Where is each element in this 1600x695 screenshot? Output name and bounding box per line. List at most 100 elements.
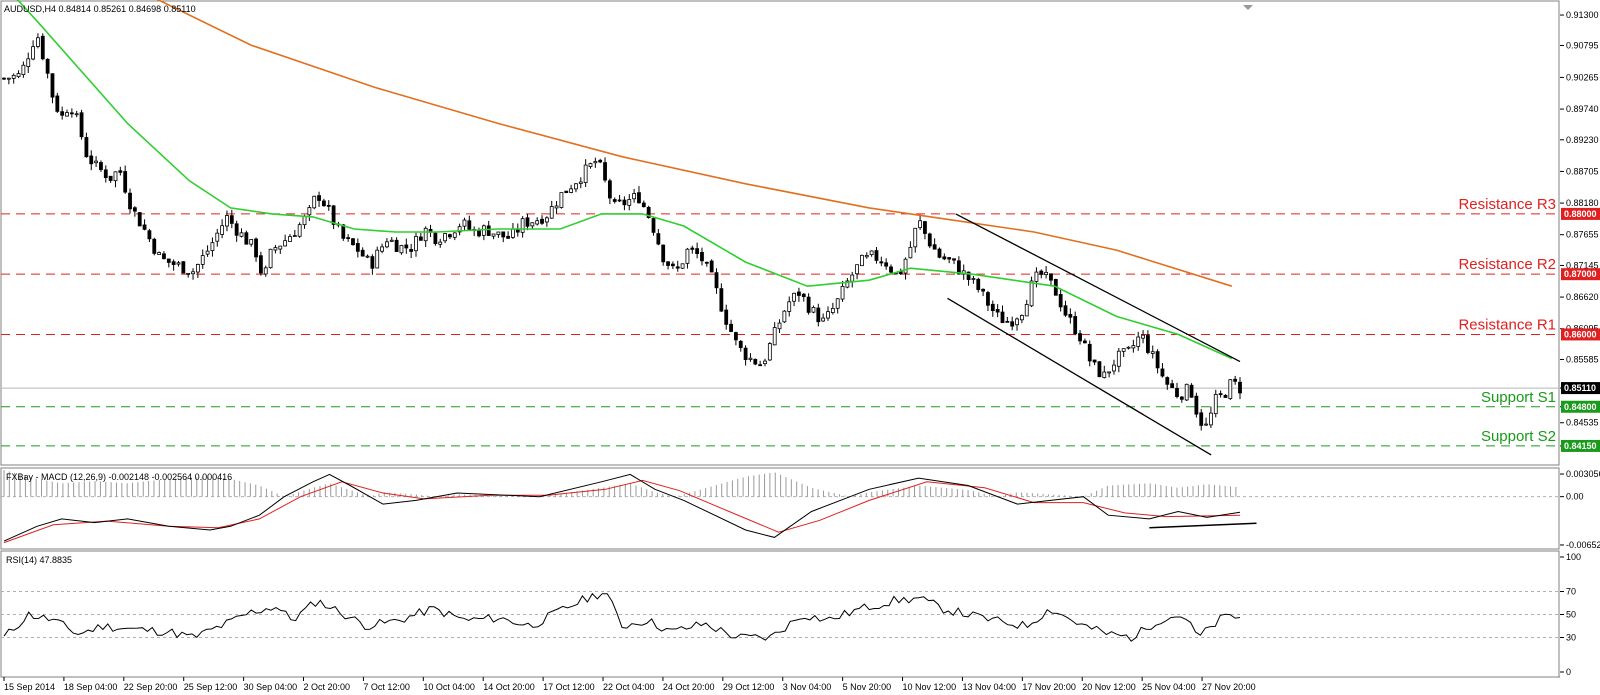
candle-body (627, 199, 632, 206)
candle-body (598, 159, 603, 163)
candle-body (16, 73, 21, 78)
level-price-tag-label: 0.87000 (1564, 269, 1597, 279)
candle-body (1160, 368, 1165, 377)
time-tick-label: 2 Oct 20:00 (304, 682, 351, 692)
candle-body (1058, 294, 1063, 308)
candle-body (578, 181, 583, 184)
time-tick-label: 10 Nov 12:00 (903, 682, 957, 692)
candle-body (637, 192, 641, 204)
price-tick-label: 0.90795 (1566, 40, 1599, 50)
candle-body (918, 220, 922, 229)
candle-body (1218, 393, 1223, 396)
candle-body (307, 207, 312, 216)
candle-body (981, 288, 986, 292)
candle-body (1029, 280, 1034, 307)
candle-body (1019, 315, 1024, 321)
candle-body (1087, 343, 1092, 362)
candle-body (855, 264, 859, 275)
price-panel: Resistance R3 Resistance R2 Resistance R1 S… (0, 0, 1600, 466)
candle-body (2, 77, 6, 80)
candle-body (520, 218, 525, 233)
candle-body (1175, 388, 1179, 397)
candle-body (767, 343, 772, 361)
candle-body (103, 169, 108, 179)
candle-body (60, 111, 65, 116)
candle-body (990, 303, 995, 312)
candle-body (1073, 316, 1078, 335)
candle-body (525, 217, 530, 227)
candle-body (399, 245, 404, 254)
candle-body (162, 253, 166, 260)
bid-price-tag-label: 0.85110 (1564, 383, 1596, 393)
candle-body (1116, 350, 1121, 367)
macd-trendline (1149, 522, 1257, 529)
candle-body (617, 199, 622, 202)
candle-body (956, 260, 961, 275)
candle-body (99, 162, 103, 170)
candle-body (375, 249, 380, 269)
candle-body (1112, 364, 1116, 372)
level-price-tag (1561, 400, 1600, 413)
candle-body (811, 307, 816, 313)
candle-body (254, 238, 258, 258)
candle-body (835, 298, 840, 309)
candle-body (108, 175, 113, 181)
time-tick-label: 5 Nov 20:00 (843, 682, 892, 692)
candle-body (457, 226, 462, 233)
candle-body (845, 280, 850, 288)
macd-signal-line (3, 479, 1241, 544)
candle-body (26, 58, 31, 67)
candle-body (942, 256, 947, 260)
candle-body (370, 256, 375, 269)
candle-body (191, 271, 195, 275)
candle-body (714, 272, 719, 289)
candle-body (45, 58, 50, 74)
candle-body (418, 236, 423, 241)
candle-body (234, 223, 239, 236)
level-price-tag (1561, 207, 1600, 220)
time-tick-label: 20 Nov 12:00 (1082, 682, 1136, 692)
candle-body (331, 205, 336, 225)
time-tick-label: 3 Nov 04:00 (783, 682, 832, 692)
candle-body (947, 257, 952, 260)
candle-body (903, 258, 908, 274)
candle-body (1170, 383, 1175, 388)
candle-body (21, 64, 26, 76)
shift-marker-icon[interactable] (1243, 5, 1253, 10)
candle-body (462, 219, 467, 227)
candle-body (181, 261, 186, 274)
candle-body (278, 245, 283, 250)
price-tick-label: 0.89230 (1566, 135, 1599, 145)
candle-body (603, 162, 607, 181)
candle-body (186, 272, 191, 275)
candle-body (506, 235, 510, 239)
candle-body (312, 195, 317, 209)
candle-body (380, 246, 384, 252)
candle-body (1049, 273, 1053, 281)
candle-body (801, 293, 806, 298)
candle-body (142, 224, 147, 230)
time-tick-label: 22 Sep 20:00 (124, 682, 178, 692)
candle-body (1024, 304, 1029, 317)
candle-body (11, 74, 16, 79)
candle-body (326, 204, 331, 207)
candle-body (452, 232, 457, 238)
ohlc-close: 0.85110 (164, 4, 196, 14)
level-label: Resistance R3 (1458, 196, 1556, 213)
rsi-tick-label: 100 (1566, 552, 1581, 562)
candle-body (729, 323, 733, 332)
candle-body (695, 248, 700, 254)
candle-body (477, 229, 481, 237)
candle-body (157, 252, 162, 255)
candle-body (6, 77, 11, 80)
candle-body (409, 249, 414, 252)
candle-body (355, 243, 360, 252)
candle-body (385, 241, 389, 248)
candle-body (646, 206, 651, 218)
candle-body (1034, 271, 1039, 282)
candle-body (220, 225, 225, 235)
candle-body (874, 250, 879, 261)
candle-body (322, 200, 326, 207)
candle-body (1189, 384, 1194, 398)
candle-body (443, 233, 447, 242)
